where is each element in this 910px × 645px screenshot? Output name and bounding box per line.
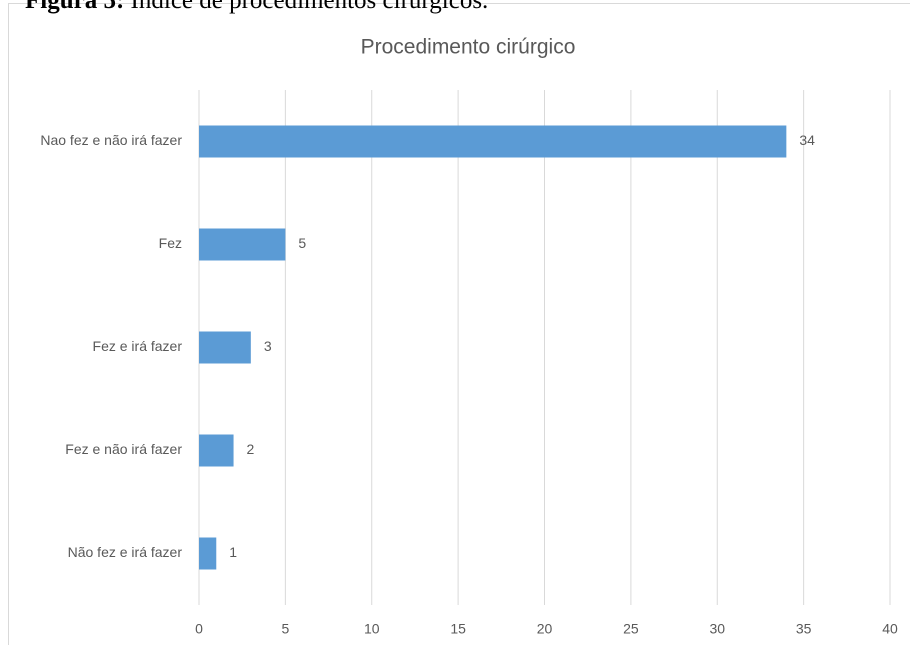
bar (199, 434, 234, 467)
y-tick-label: Fez (159, 235, 182, 251)
x-tick-label: 20 (537, 621, 553, 637)
bar (199, 125, 787, 158)
chart-title: Procedimento cirúrgico (361, 36, 576, 59)
x-tick-label: 15 (450, 621, 466, 637)
x-tick-label: 35 (796, 621, 812, 637)
data-label: 5 (298, 235, 306, 251)
data-label: 34 (799, 132, 815, 148)
x-tick-label: 30 (709, 621, 725, 637)
x-tick-label: 0 (195, 621, 203, 637)
data-label: 3 (264, 338, 272, 354)
x-tick-label: 40 (882, 621, 898, 637)
caption-text: Índice de procedimentos cirúrgicos. (131, 0, 489, 14)
x-tick-label: 10 (364, 621, 380, 637)
y-tick-label: Nao fez e não irá fazer (40, 132, 182, 148)
chart-border (8, 3, 910, 645)
caption-label: Figura 5: (25, 0, 124, 14)
caption: Figura 5: Índice de procedimentos cirúrg… (25, 0, 488, 14)
data-label: 1 (229, 544, 237, 560)
x-tick-label: 25 (623, 621, 639, 637)
bar (199, 228, 286, 261)
bar (199, 331, 251, 364)
bar (199, 537, 217, 570)
x-tick-label: 5 (281, 621, 289, 637)
y-tick-label: Fez e não irá fazer (65, 441, 182, 457)
y-tick-label: Fez e irá fazer (93, 338, 183, 354)
data-label: 2 (247, 441, 255, 457)
y-tick-label: Não fez e irá fazer (68, 544, 183, 560)
